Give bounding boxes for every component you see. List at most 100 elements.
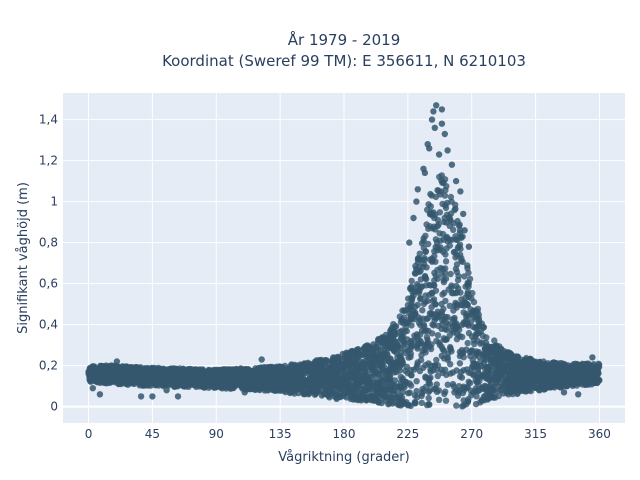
data-point [413, 331, 421, 338]
data-point [288, 362, 295, 369]
x-tick-label: 315 [524, 427, 547, 441]
data-point [461, 386, 468, 394]
data-point [365, 360, 372, 367]
data-point [431, 269, 438, 276]
data-point [369, 347, 377, 355]
data-point [585, 360, 592, 367]
data-point [445, 321, 453, 328]
data-point [471, 340, 478, 348]
data-point [111, 376, 118, 384]
data-point [529, 372, 537, 379]
data-point [97, 367, 104, 374]
data-point [465, 322, 472, 329]
data-point [124, 371, 131, 378]
data-point [213, 384, 220, 391]
data-point [420, 388, 427, 395]
data-point [458, 350, 465, 358]
data-point [402, 367, 409, 375]
data-point [455, 387, 463, 395]
data-point [458, 374, 466, 381]
data-point [439, 346, 446, 353]
data-point [204, 369, 212, 377]
data-point [213, 366, 220, 373]
data-point [440, 335, 447, 342]
data-point [334, 357, 342, 364]
data-point [433, 314, 440, 322]
data-point [405, 310, 413, 317]
data-point [374, 345, 382, 352]
data-point [213, 378, 220, 385]
data-point [431, 362, 439, 369]
data-point [207, 379, 214, 386]
data-point [472, 400, 480, 408]
data-point [549, 383, 556, 390]
data-point [482, 345, 489, 352]
data-point [514, 353, 521, 361]
data-point [436, 209, 444, 216]
data-point [430, 386, 438, 393]
data-point [298, 363, 306, 370]
data-point [460, 367, 467, 374]
data-point [384, 351, 391, 358]
data-point [157, 371, 164, 378]
data-point [330, 368, 337, 375]
data-point [234, 381, 241, 388]
data-point [378, 359, 385, 366]
data-point [508, 382, 515, 389]
data-point [399, 394, 406, 401]
data-point [343, 394, 350, 401]
chart-title: År 1979 - 2019 Koordinat (Sweref 99 TM):… [162, 30, 526, 70]
data-point [465, 243, 473, 250]
data-point [337, 363, 344, 371]
data-point [491, 337, 498, 344]
data-point [378, 385, 386, 392]
data-point [425, 377, 432, 384]
data-point [146, 365, 153, 372]
data-point [283, 378, 290, 385]
data-point [176, 381, 183, 388]
data-point [381, 364, 388, 371]
data-point [491, 360, 498, 367]
data-point [442, 388, 449, 395]
data-point [140, 371, 147, 378]
data-point [425, 394, 432, 402]
data-point [503, 369, 510, 376]
data-point [356, 372, 363, 379]
data-point [401, 328, 408, 335]
data-point [574, 376, 581, 383]
data-point [382, 335, 389, 342]
chart-title-line2: Koordinat (Sweref 99 TM): E 356611, N 62… [162, 52, 526, 70]
data-point [410, 214, 417, 222]
data-point [387, 380, 395, 387]
data-point [155, 365, 162, 373]
data-point [436, 230, 443, 237]
data-point [345, 389, 352, 396]
data-point [557, 369, 564, 376]
data-point [575, 391, 582, 398]
data-point [420, 237, 427, 245]
data-point [143, 382, 151, 389]
data-point [440, 278, 448, 286]
data-point [401, 345, 409, 352]
data-point [415, 255, 422, 263]
data-point [446, 242, 453, 249]
data-point [523, 374, 530, 381]
data-point [402, 318, 409, 326]
data-point [452, 205, 459, 212]
data-point [535, 386, 542, 393]
data-point [104, 363, 111, 370]
data-point [426, 281, 433, 289]
data-point [463, 401, 470, 408]
data-point [494, 354, 501, 361]
data-point [527, 387, 535, 395]
data-point [450, 226, 457, 233]
data-point [464, 279, 471, 286]
data-point [419, 307, 426, 314]
data-point [242, 375, 250, 382]
data-point [442, 202, 449, 209]
data-point [407, 353, 414, 361]
data-point [295, 379, 302, 386]
data-point [319, 381, 327, 388]
data-point [192, 381, 199, 389]
data-point [254, 365, 261, 373]
